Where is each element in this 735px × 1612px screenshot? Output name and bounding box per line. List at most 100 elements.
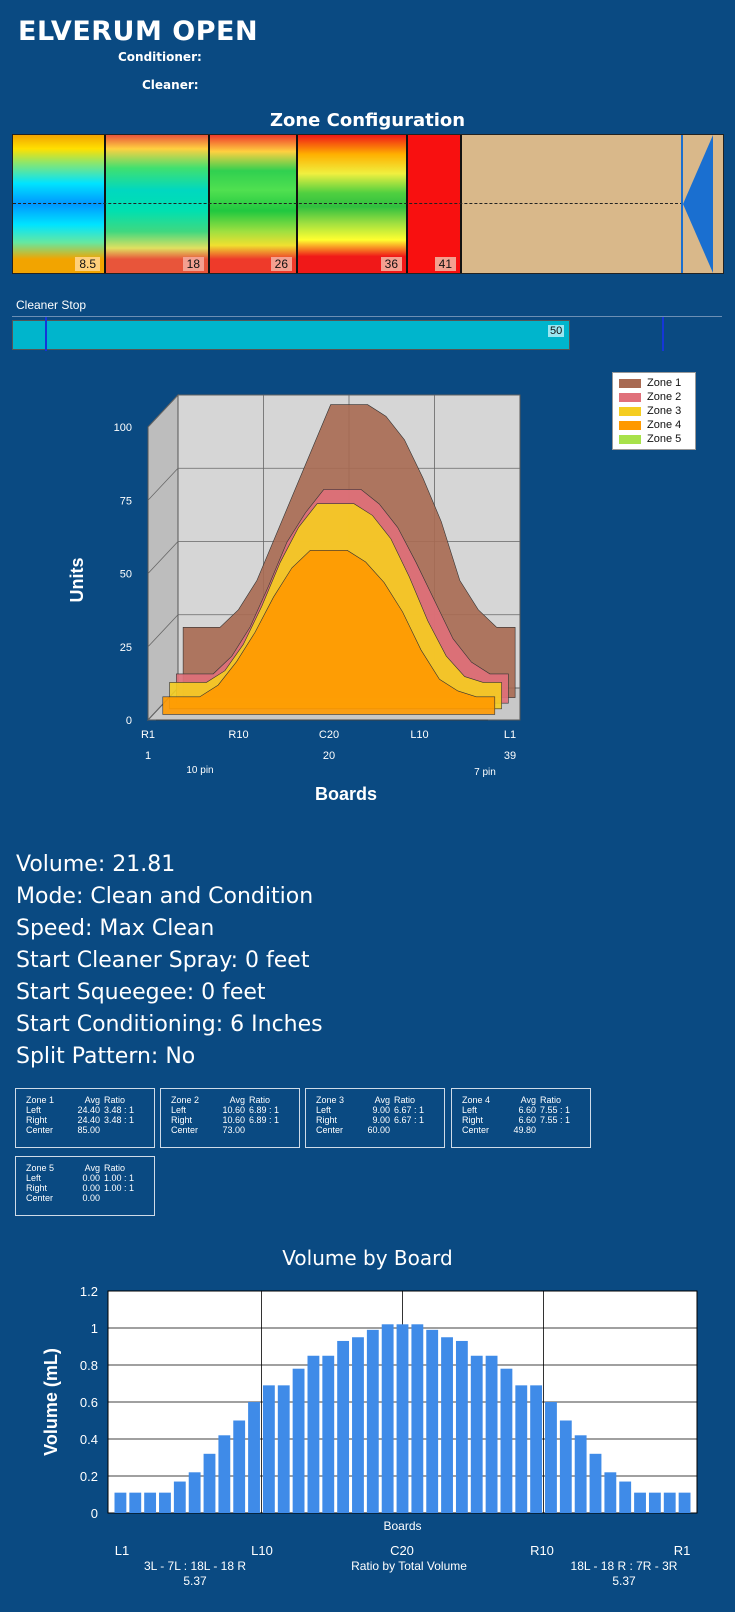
volume-bar bbox=[515, 1385, 528, 1513]
zone-summary-cell: Right bbox=[171, 1115, 193, 1125]
volume-bar bbox=[500, 1368, 513, 1513]
y-axis-title: Volume (mL) bbox=[41, 1348, 61, 1456]
zone-summary-cell: 10.60 bbox=[222, 1105, 245, 1115]
volume-bar bbox=[545, 1402, 557, 1513]
ratio-right-label: 18L - 18 R : 7R - 3R bbox=[571, 1559, 678, 1573]
x-tick-label: L1 bbox=[504, 729, 516, 741]
legend-label: Zone 5 bbox=[647, 433, 682, 445]
zone-end-label-1: 8.5 bbox=[75, 257, 100, 271]
zone-summary-header: Zone 4 Avg Ratio bbox=[462, 1095, 584, 1105]
zone-summary-cell: 3.48 : 1 bbox=[104, 1115, 135, 1125]
zone-config-strip: 8.5 18 26 36 41 bbox=[12, 134, 724, 274]
zone-summary-cell: Ratio bbox=[104, 1095, 126, 1105]
zone-summary-cell: 49.80 bbox=[513, 1125, 536, 1135]
x-tick-label: L1 bbox=[115, 1543, 129, 1558]
volume-bar bbox=[188, 1472, 201, 1513]
zone-segment-4: 36 bbox=[298, 135, 408, 273]
y-tick-label: 0.2 bbox=[80, 1469, 98, 1484]
volume-bar bbox=[648, 1492, 661, 1513]
zone-summary-cell: Right bbox=[316, 1115, 338, 1125]
zone-summary-cell: Zone 2 bbox=[171, 1095, 200, 1105]
cleaner-start-marker bbox=[45, 317, 47, 351]
zone-summary-cell bbox=[536, 1125, 584, 1135]
zone-summary-cell: 0.00 bbox=[82, 1173, 100, 1183]
zone-summary-cell: 6.67 : 1 bbox=[394, 1105, 425, 1115]
y-tick-label: 0.8 bbox=[80, 1358, 98, 1373]
volume-bar bbox=[218, 1435, 231, 1513]
zone-summary-cell: 1.00 : 1 bbox=[104, 1173, 135, 1183]
legend-swatch bbox=[619, 392, 641, 402]
legend-item-zone-3: Zone 3 bbox=[619, 404, 689, 418]
zone-summary-box: Zone 5 Avg Ratio Left 0.00 1.00 : 1 Right 0.00 1… bbox=[15, 1156, 155, 1216]
ratio-right-value: 5.37 bbox=[612, 1574, 636, 1588]
legend-item-zone-1: Zone 1 bbox=[619, 376, 689, 390]
volume-by-board-chart: 0 0.2 0.4 0.6 0.8 1 1.2 Boards L1 L10 C20 R10 R1 3L -… bbox=[41, 1284, 698, 1588]
volume-bar bbox=[634, 1492, 646, 1513]
volume-bar bbox=[426, 1329, 439, 1513]
volume-bar bbox=[678, 1492, 691, 1513]
zone-summary-row: Center 85.00 bbox=[26, 1125, 148, 1135]
legend-item-zone-2: Zone 2 bbox=[619, 390, 689, 404]
page-title: ELVERUM OPEN bbox=[18, 16, 259, 47]
zone-summary-cell: 6.89 : 1 bbox=[249, 1115, 280, 1125]
zone-summary-row: Right 0.00 1.00 : 1 bbox=[26, 1183, 148, 1193]
zone-summary-row: Left 10.60 6.89 : 1 bbox=[171, 1105, 293, 1115]
y-axis-title: Units bbox=[67, 558, 87, 603]
x-tick-label: R1 bbox=[674, 1543, 691, 1558]
zone-summary-row: Center 60.00 bbox=[316, 1125, 438, 1135]
volume-bar bbox=[441, 1337, 453, 1513]
zone-summary-cell: Ratio bbox=[104, 1163, 126, 1173]
y-tick-label: 0.6 bbox=[80, 1395, 98, 1410]
legend-swatch bbox=[619, 406, 641, 416]
volume-bar bbox=[159, 1492, 171, 1513]
pin-deck-arrow-icon bbox=[683, 135, 713, 273]
zone-summary-row: Center 49.80 bbox=[462, 1125, 584, 1135]
zone-summary-cell: 1.00 : 1 bbox=[104, 1183, 135, 1193]
oil-pattern-3d-chart: 0 25 50 75 100 R1 R10 C20 L10 L1 1 20 39 10 pin 7 pin B… bbox=[67, 393, 521, 804]
volume-bar bbox=[574, 1435, 587, 1513]
zone-summary-cell: Center bbox=[316, 1125, 344, 1135]
zone-summary-cell bbox=[390, 1125, 438, 1135]
zone-summary-header: Zone 3 Avg Ratio bbox=[316, 1095, 438, 1105]
zone-summary-row: Right 6.60 7.55 : 1 bbox=[462, 1115, 584, 1125]
volume-bar bbox=[411, 1324, 424, 1513]
volume-bar bbox=[262, 1385, 275, 1513]
legend-item-zone-5: Zone 5 bbox=[619, 432, 689, 446]
zone-summary-cell: Ratio bbox=[540, 1095, 562, 1105]
chart-gridline bbox=[147, 394, 179, 428]
zone-summary-cell: Right bbox=[26, 1115, 48, 1125]
volume-bar bbox=[322, 1355, 335, 1513]
zone-summary-cell: 7.55 : 1 bbox=[540, 1105, 571, 1115]
zone-summary-cell: 85.00 bbox=[77, 1125, 100, 1135]
volume-chart-title: Volume by Board bbox=[282, 1246, 453, 1270]
chart-legend: Zone 1 Zone 2 Zone 3 Zone 4 Zone 5 bbox=[612, 372, 696, 450]
x-tick-label: C20 bbox=[390, 1543, 414, 1558]
zone-summary-cell: Ratio bbox=[394, 1095, 416, 1105]
x-board-number: 20 bbox=[323, 750, 335, 762]
x-board-number: 39 bbox=[504, 750, 516, 762]
legend-swatch bbox=[619, 434, 641, 444]
zone-summary-row: Left 24.40 3.48 : 1 bbox=[26, 1105, 148, 1115]
legend-item-zone-4: Zone 4 bbox=[619, 418, 689, 432]
zone-segment-5: 41 bbox=[408, 135, 462, 273]
zone-summary-cell: Right bbox=[462, 1115, 484, 1125]
zone-summary-row: Center 0.00 bbox=[26, 1193, 148, 1203]
ratio-left-label: 3L - 7L : 18L - 18 R bbox=[144, 1559, 246, 1573]
volume-bar bbox=[589, 1453, 602, 1513]
volume-bar bbox=[619, 1481, 632, 1513]
y-tick-label: 0 bbox=[91, 1506, 98, 1521]
volume-bar bbox=[277, 1385, 290, 1513]
x-tick-label: R10 bbox=[228, 729, 248, 741]
zone-summary-cell: 60.00 bbox=[367, 1125, 390, 1135]
zone-summary-cell: Avg bbox=[84, 1095, 100, 1105]
y-tick-label: 75 bbox=[120, 495, 132, 507]
stat-split-pattern: Split Pattern: No bbox=[16, 1044, 196, 1069]
stat-start-conditioning: Start Conditioning: 6 Inches bbox=[16, 1012, 323, 1037]
volume-bar bbox=[396, 1324, 409, 1513]
zone-summary-cell: Center bbox=[26, 1125, 54, 1135]
zone-summary-row: Left 9.00 6.67 : 1 bbox=[316, 1105, 438, 1115]
zone-summary-box: Zone 1 Avg Ratio Left 24.40 3.48 : 1 Right 24.4… bbox=[15, 1088, 155, 1148]
y-tick-label: 0.4 bbox=[80, 1432, 98, 1447]
zone-summary-cell: 10.60 bbox=[222, 1115, 245, 1125]
zone-summary-cell: 0.00 bbox=[82, 1193, 100, 1203]
